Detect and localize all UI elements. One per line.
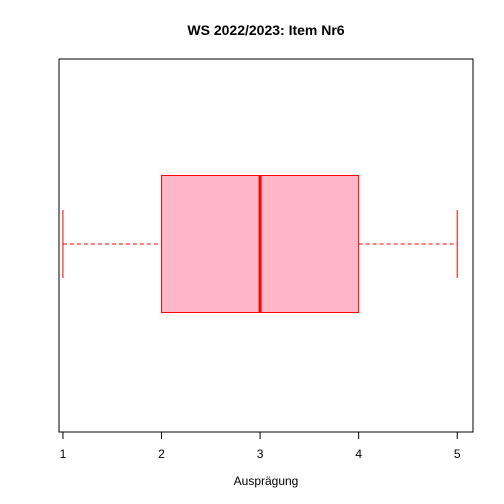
plot-area — [62, 175, 458, 313]
x-tick-label-2: 2 — [158, 447, 165, 461]
x-tick-label-1: 1 — [60, 447, 67, 461]
x-tick-label-4: 4 — [355, 447, 362, 461]
chart-title: WS 2022/2023: Item Nr6 — [187, 22, 344, 38]
x-tick-label-3: 3 — [257, 447, 264, 461]
x-axis: 1 2 3 4 5 — [60, 431, 461, 461]
x-axis-label: Ausprägung — [234, 474, 299, 488]
x-tick-label-5: 5 — [454, 447, 461, 461]
